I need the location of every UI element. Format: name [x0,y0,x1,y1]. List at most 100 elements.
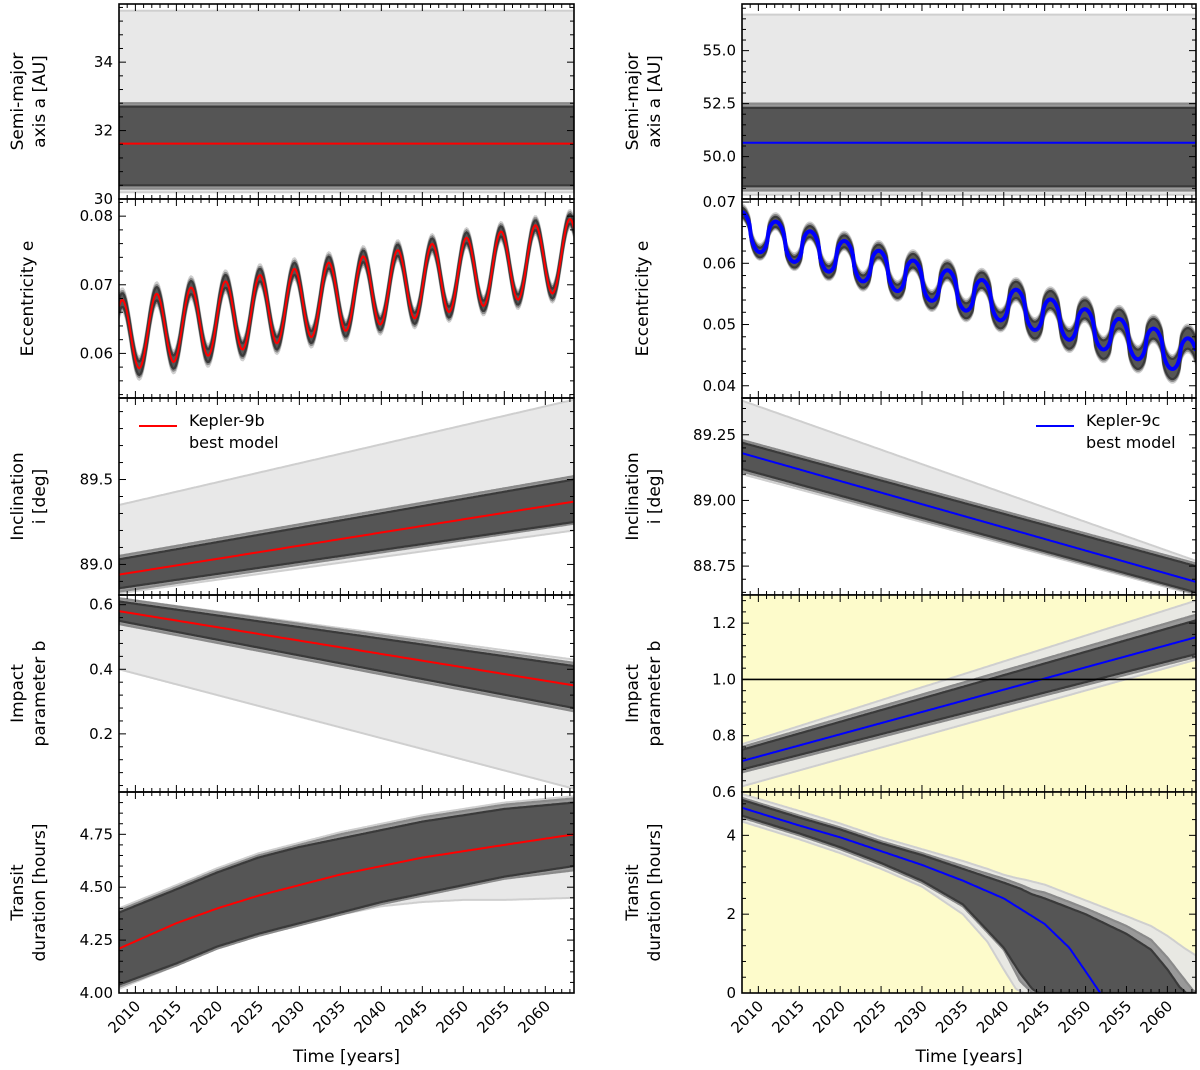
x-tick-label: 2035 [932,997,972,1037]
y-axis-label-line: Eccentricity e [633,241,653,357]
y-axis-label: Eccentricity e [18,241,38,357]
y-tick-label: 0.8 [712,727,736,745]
y-tick-label: 88.75 [693,557,736,575]
band-1-sigma [119,105,574,187]
y-axis-label: Transit duration [hours] [8,823,50,961]
y-axis-label-line: parameter b [30,641,50,747]
panel-b-b: 0.2 0.4 0.6 Impact parameter b [8,594,575,793]
x-tick-label: 2055 [1096,997,1136,1037]
legend: Kepler-9b best model [139,411,279,452]
x-tick-label: 2040 [973,997,1013,1037]
panel-b-t: 4.00 4.25 4.50 4.75 Transit duration [hours] 2… [8,791,575,1067]
x-tick-label: 2060 [1136,997,1176,1037]
best-model-line [742,806,1102,993]
y-axis-label-line: duration [hours] [645,823,665,961]
y-axis-label: Impact parameter b [623,641,665,747]
y-tick-label: 89.0 [80,555,113,573]
plot-area [742,13,1196,196]
x-tick-label: 2040 [350,997,390,1037]
y-tick-label: 1.0 [712,670,736,688]
y-tick-label: 52.5 [703,95,736,113]
y-tick-label: 55.0 [703,42,736,60]
panel-b-i: 89.0 89.5 Inclination i [deg] Kepler-9b best … [8,397,575,596]
axes-frame [118,791,575,994]
y-tick-label: 4.50 [80,878,113,896]
y-tick-label: 0.4 [89,660,113,678]
y-axis-label: Semi-major axis a [AU] [623,53,665,151]
y-tick-label: 32 [94,122,113,140]
y-axis-label: Semi-major axis a [AU] [8,53,50,151]
y-axis-label: Impact parameter b [8,641,50,747]
y-tick-label: 89.00 [693,491,736,509]
plot-area [119,9,574,194]
plot-area [119,795,574,990]
legend-label: Kepler-9c [1086,411,1160,430]
x-tick-label: 2010 [727,997,767,1037]
y-tick-label: 0.6 [89,596,113,614]
panel-b-a: 30 32 34 Semi-major axis a [AU] [8,3,575,208]
band-1-sigma [742,798,1196,993]
y-tick-label: 0.05 [703,316,736,334]
y-tick-label: 0.07 [703,193,736,211]
x-tick-label: 2010 [104,997,144,1037]
band-1-sigma [742,106,1196,188]
legend-label: best model [1086,433,1176,452]
y-axis-label-line: axis a [AU] [30,55,50,148]
plot-area [742,202,1196,384]
x-axis-label: Time [years] [292,1047,400,1067]
best-model-line [742,636,1196,762]
y-tick-label: 0.06 [703,254,736,272]
y-axis-label-line: i [deg] [30,469,50,524]
x-tick-label: 2030 [891,997,931,1037]
y-tick-label: 0 [726,984,736,1002]
y-tick-label: 89.25 [693,426,736,444]
best-model-line [742,210,1196,372]
band-1-sigma [119,600,574,710]
panel-c-b: 0.6 0.8 1.0 1.2 Impact parameter b [623,594,1197,801]
x-tick-label: 2035 [309,997,349,1037]
y-axis-label-line: Semi-major [8,53,28,151]
y-axis-label-line: Transit [8,864,28,922]
y-tick-label: 34 [94,53,113,71]
x-tick-label: 2015 [768,997,808,1037]
y-tick-label: 0.07 [80,276,113,294]
band-1-sigma [742,206,1196,381]
y-axis-label-line: axis a [AU] [645,55,665,148]
legend: Kepler-9c best model [1036,411,1176,452]
panel-c-a: 50.0 52.5 55.0 Semi-major axis a [AU] [623,3,1197,200]
x-tick-label: 2030 [268,997,308,1037]
y-tick-label: 30 [94,190,113,208]
y-tick-label: 4.25 [80,931,113,949]
plot-area [742,599,1196,788]
y-axis-label-line: duration [hours] [30,823,50,961]
y-axis-label-line: Inclination [623,452,643,540]
panel-c-e: 0.04 0.05 0.06 0.07 Eccentricity e [633,193,1197,399]
x-tick-label: 2020 [809,997,849,1037]
y-tick-label: 50.0 [703,148,736,166]
y-tick-label: 0.04 [703,377,736,395]
plot-area [742,792,1196,993]
best-model-line [119,500,574,576]
plot-area [742,399,1196,595]
y-axis-label: Inclination i [deg] [8,452,50,540]
y-axis-label-line: i [deg] [645,469,665,524]
band-1-sigma [742,619,1196,771]
band-1-sigma [119,478,574,590]
x-tick-label: 2060 [514,997,554,1037]
x-tick-label: 2050 [1055,997,1095,1037]
y-axis-label-line: Eccentricity e [18,241,38,357]
best-model-line [119,610,574,687]
x-tick-label: 2015 [145,997,185,1037]
best-model-line [119,217,574,370]
y-axis-label: Transit duration [hours] [623,823,665,961]
best-model-line [119,833,574,950]
y-tick-label: 0.2 [89,725,113,743]
y-axis-label-line: Impact [8,664,28,723]
x-axis-label: Time [years] [914,1047,1022,1067]
plot-area [119,398,574,595]
x-tick-label: 2025 [227,997,267,1037]
x-tick-label: 2020 [186,997,226,1037]
plot-area [119,597,574,790]
